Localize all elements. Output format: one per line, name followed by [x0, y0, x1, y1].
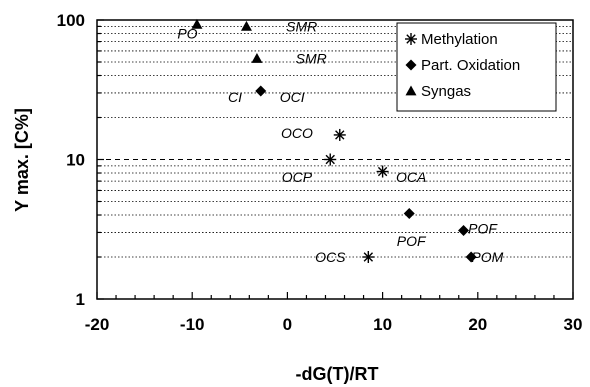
legend-marker — [405, 59, 417, 71]
part-oxidation-point — [465, 251, 477, 263]
x-axis-title: -dG(T)/RT — [296, 364, 379, 384]
point-annotation: OCI — [280, 89, 305, 105]
point-annotation: OCA — [396, 169, 426, 185]
y-axis-title: Y max. [C%] — [12, 108, 32, 212]
syngas-point — [240, 20, 252, 31]
part-oxidation-point — [255, 85, 267, 97]
point-annotation: POF — [397, 233, 427, 249]
annotations: PO SMR SMR CI OCI OCO OCP OCA POF POF POM OCS — [177, 18, 503, 265]
methylation-point — [324, 153, 337, 166]
data-points — [191, 18, 477, 264]
legend-marker — [405, 33, 417, 45]
tick-labels: -20 -10 0 10 20 30 1 10 100 — [57, 11, 583, 334]
point-annotation: POF — [468, 221, 498, 237]
x-tick-label: -20 — [85, 315, 110, 334]
methylation-point — [333, 128, 346, 141]
point-annotation: SMR — [286, 18, 317, 34]
legend: Methylation Part. Oxidation Syngas — [396, 22, 557, 112]
x-tick-label: 20 — [468, 315, 487, 334]
x-tick-label: 0 — [283, 315, 292, 334]
point-annotation: SMR — [296, 50, 327, 66]
x-tick-label: -10 — [180, 315, 205, 334]
methylation-point — [376, 165, 389, 178]
syngas-point — [251, 52, 263, 63]
methylation-point — [362, 251, 375, 264]
point-annotation: OCP — [282, 169, 313, 185]
part-oxidation-point — [458, 224, 470, 236]
part-oxidation-point — [403, 208, 415, 220]
legend-label: Syngas — [421, 83, 471, 100]
point-annotation: OCO — [281, 125, 313, 141]
legend-marker — [405, 85, 417, 96]
x-tick-label: 10 — [373, 315, 392, 334]
point-annotation: POM — [471, 249, 503, 265]
legend-label: Part. Oxidation — [421, 57, 520, 74]
legend-box — [396, 22, 557, 112]
point-annotation: OCS — [315, 249, 346, 265]
point-annotation: CI — [228, 89, 242, 105]
y-tick-label: 100 — [57, 11, 85, 30]
point-annotation: PO — [177, 26, 197, 42]
x-tick-label: 30 — [564, 315, 583, 334]
legend-label: Methylation — [421, 31, 498, 48]
axis-ticks — [96, 19, 574, 300]
y-tick-label: 10 — [66, 151, 85, 170]
y-tick-label: 1 — [76, 290, 85, 309]
syngas-point — [191, 18, 203, 29]
